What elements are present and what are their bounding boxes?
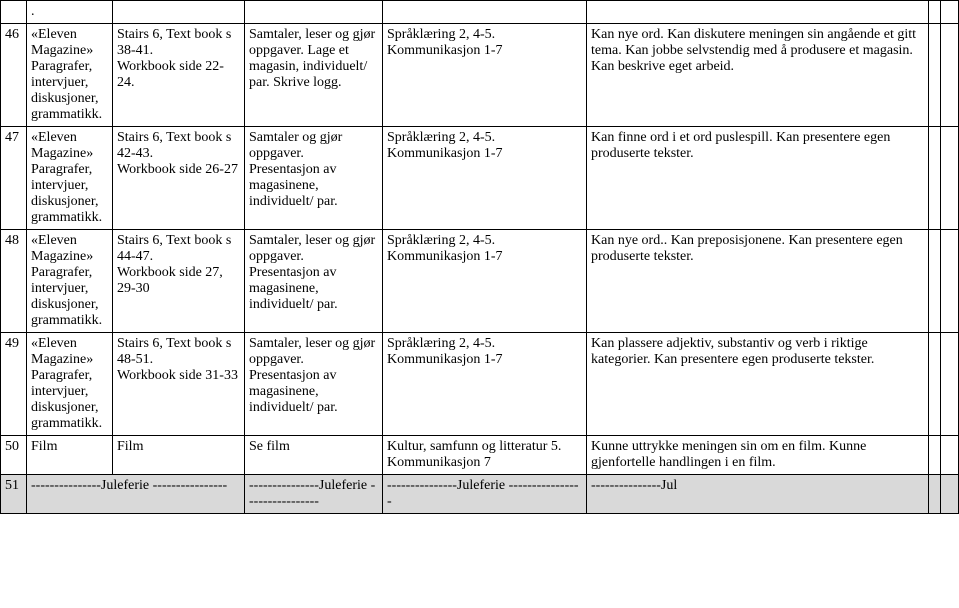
table-cell: ---------------Juleferie ---------------…	[245, 475, 383, 514]
table-cell: 48	[1, 230, 27, 333]
table-cell	[941, 230, 959, 333]
table-row: 48«Eleven Magazine» Paragrafer, intervju…	[1, 230, 959, 333]
table-cell	[245, 1, 383, 24]
table-cell	[941, 475, 959, 514]
table-cell	[929, 127, 941, 230]
table-cell: Film	[113, 436, 245, 475]
table-cell: «Eleven Magazine» Paragrafer, intervjuer…	[27, 333, 113, 436]
table-row: 49«Eleven Magazine» Paragrafer, intervju…	[1, 333, 959, 436]
table-cell: 49	[1, 333, 27, 436]
table-cell: Se film	[245, 436, 383, 475]
table-cell: .	[27, 1, 113, 24]
table-cell	[941, 24, 959, 127]
table-cell: Kan finne ord i et ord puslespill. Kan p…	[587, 127, 929, 230]
table-cell	[113, 1, 245, 24]
table-cell: Kan plassere adjektiv, substantiv og ver…	[587, 333, 929, 436]
table-cell: Kunne uttrykke meningen sin om en film. …	[587, 436, 929, 475]
table-cell	[929, 230, 941, 333]
table-cell: Stairs 6, Text book s 38-41.Workbook sid…	[113, 24, 245, 127]
table-cell	[929, 1, 941, 24]
table-cell	[587, 1, 929, 24]
table-cell: Språklæring 2, 4-5.Kommunikasjon 1-7	[383, 230, 587, 333]
table-row: 50FilmFilmSe filmKultur, samfunn og litt…	[1, 436, 959, 475]
table-cell: Film	[27, 436, 113, 475]
table-cell: Samtaler, leser og gjør oppgaver. Lage e…	[245, 24, 383, 127]
table-cell: ---------------Juleferie ---------------…	[383, 475, 587, 514]
table-row: 47«Eleven Magazine» Paragrafer, intervju…	[1, 127, 959, 230]
table-cell	[941, 1, 959, 24]
table-cell: Kan nye ord. Kan diskutere meningen sin …	[587, 24, 929, 127]
table-cell: Stairs 6, Text book s 44-47.Workbook sid…	[113, 230, 245, 333]
table-cell: Kan nye ord.. Kan preposisjonene. Kan pr…	[587, 230, 929, 333]
table-cell: Stairs 6, Text book s 42-43.Workbook sid…	[113, 127, 245, 230]
table-cell: Samtaler og gjør oppgaver. Presentasjon …	[245, 127, 383, 230]
table-row: .	[1, 1, 959, 24]
table-cell: Språklæring 2, 4-5.Kommunikasjon 1-7	[383, 333, 587, 436]
table-cell: ---------------Jul	[587, 475, 929, 514]
table-cell: 46	[1, 24, 27, 127]
table-cell: ---------------Juleferie ---------------…	[27, 475, 245, 514]
table-cell	[941, 436, 959, 475]
table-cell: 50	[1, 436, 27, 475]
table-cell	[929, 475, 941, 514]
table-cell	[941, 333, 959, 436]
table-cell: 51	[1, 475, 27, 514]
table-cell: Stairs 6, Text book s 48-51.Workbook sid…	[113, 333, 245, 436]
table-cell	[929, 436, 941, 475]
table-cell	[1, 1, 27, 24]
table-cell	[941, 127, 959, 230]
table-cell: Kultur, samfunn og litteratur 5. Kommuni…	[383, 436, 587, 475]
table-cell: «Eleven Magazine» Paragrafer, intervjuer…	[27, 230, 113, 333]
table-row: 51---------------Juleferie -------------…	[1, 475, 959, 514]
table-cell	[929, 24, 941, 127]
plan-table-body: .46«Eleven Magazine» Paragrafer, intervj…	[1, 1, 959, 514]
table-cell: 47	[1, 127, 27, 230]
table-cell: Språklæring 2, 4-5.Kommunikasjon 1-7	[383, 24, 587, 127]
table-cell: «Eleven Magazine» Paragrafer, intervjuer…	[27, 24, 113, 127]
table-cell: Språklæring 2, 4-5.Kommunikasjon 1-7	[383, 127, 587, 230]
table-cell: Samtaler, leser og gjør oppgaver. Presen…	[245, 333, 383, 436]
table-cell: Samtaler, leser og gjør oppgaver. Presen…	[245, 230, 383, 333]
table-row: 46«Eleven Magazine» Paragrafer, intervju…	[1, 24, 959, 127]
table-cell: «Eleven Magazine» Paragrafer, intervjuer…	[27, 127, 113, 230]
plan-table: .46«Eleven Magazine» Paragrafer, intervj…	[0, 0, 959, 514]
table-cell	[383, 1, 587, 24]
table-cell	[929, 333, 941, 436]
